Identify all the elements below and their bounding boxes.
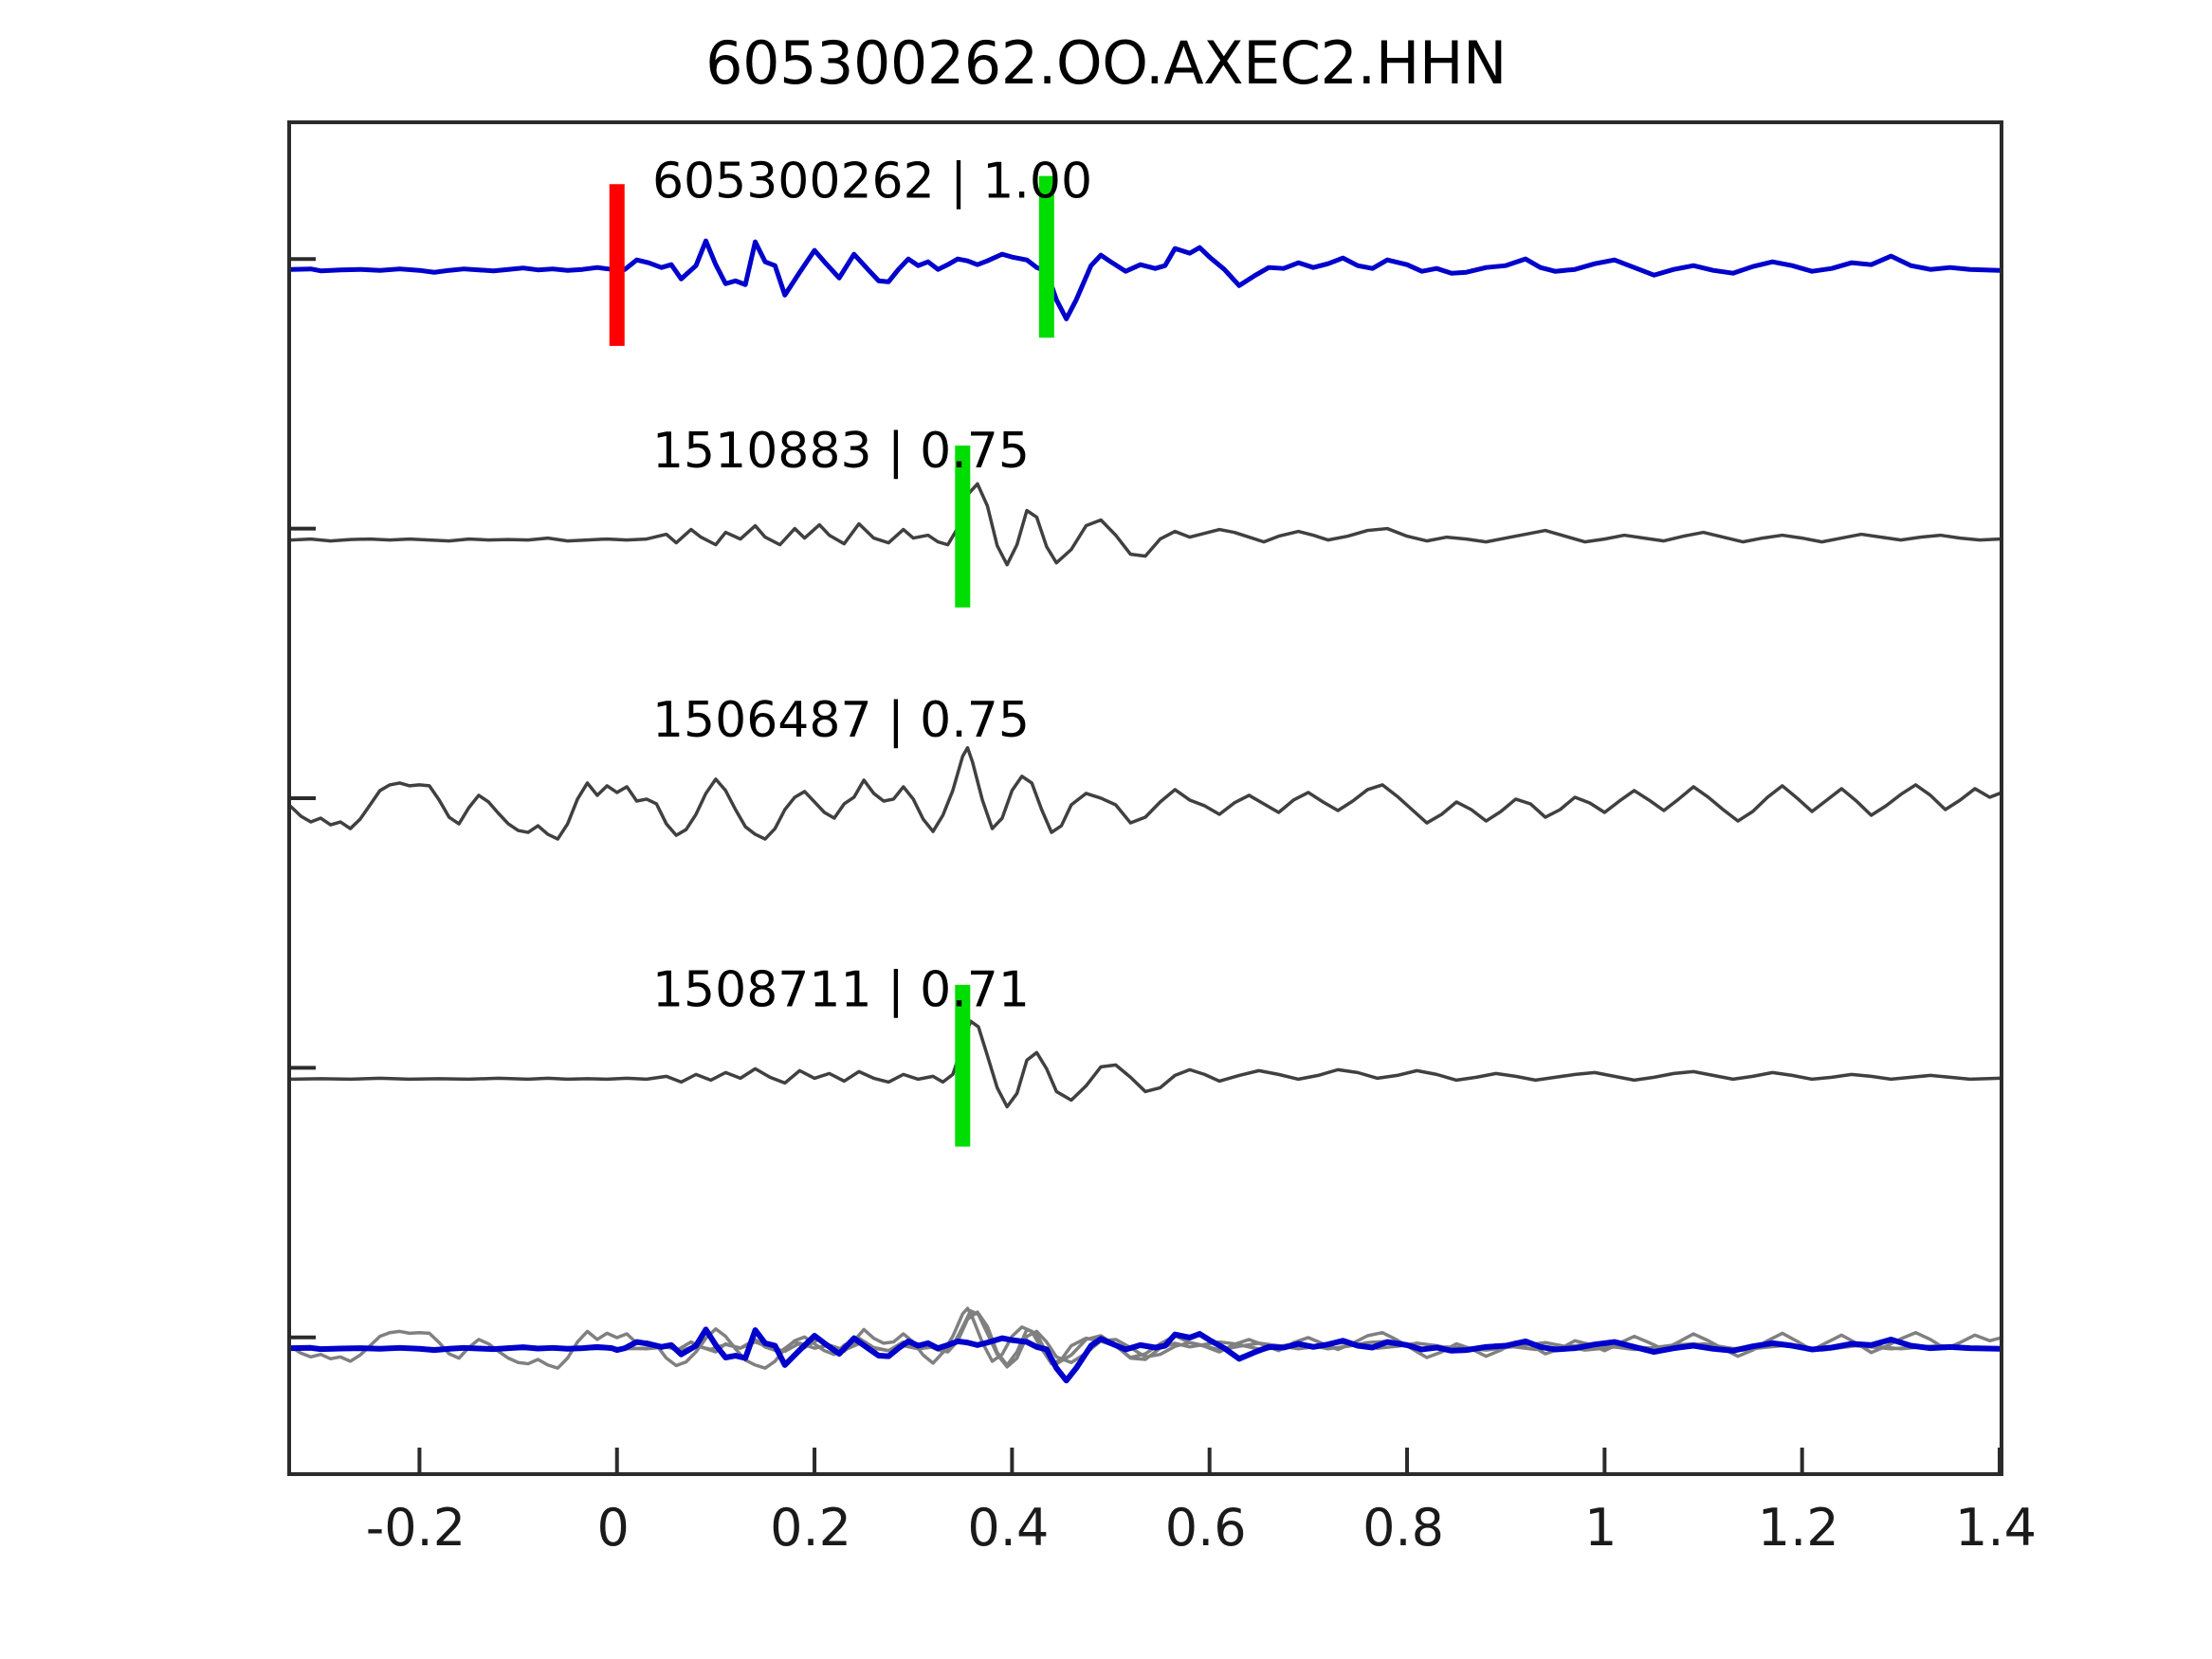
trace-group-1508711: 1508711 | 0.71 [291,962,2000,1147]
waveform-line-1506487 [291,746,2000,841]
page-title: 605300262.OO.AXEC2.HHN [705,28,1507,98]
waveform-line-605300262 [291,238,2000,321]
x-tick-label: 0.6 [1164,1498,1247,1558]
trace-label-1510883: 1510883 | 0.75 [652,423,1030,480]
overlay-line-1506487 [291,1306,2000,1370]
trace-label-1508711: 1508711 | 0.71 [652,962,1030,1019]
trace-label-605300262: 605300262 | 1.00 [652,153,1092,210]
trace-group-605300262: 605300262 | 1.00 [291,153,2000,346]
overlay-line-605300262 [291,1326,2000,1384]
x-tick-label: 0.8 [1362,1498,1444,1558]
x-tick-label: 0.4 [967,1498,1050,1558]
trace-label-1506487: 1506487 | 0.75 [652,692,1030,749]
trace-group-1506487: 1506487 | 0.75 [291,692,2000,841]
x-tick-label: 1 [1584,1498,1618,1558]
waveform-plot: 605300262 | 1.00 1510883 | 0.75 1506487 | … [291,153,2000,1472]
waveform-line-1510883 [291,482,2000,567]
overlay-trace-group [291,1306,2000,1384]
trace-group-1510883: 1510883 | 0.75 [291,423,2000,608]
x-tick-label: -0.2 [365,1498,466,1558]
x-tick-label: 0 [596,1498,630,1558]
x-tick-label: 0.2 [770,1498,851,1558]
waveform-line-1508711 [291,1019,2000,1109]
plot-frame: 605300262 | 1.00 1510883 | 0.75 1506487 | … [287,120,2003,1476]
x-tick-label: 1.4 [1955,1498,2037,1558]
overlay-line-1508711 [291,1308,2000,1369]
x-axis-tick-labels: -0.2 0 0.2 0.4 0.6 0.8 1 1.2 1.4 [0,1498,2212,1574]
x-tick-label: 1.2 [1757,1498,1839,1558]
